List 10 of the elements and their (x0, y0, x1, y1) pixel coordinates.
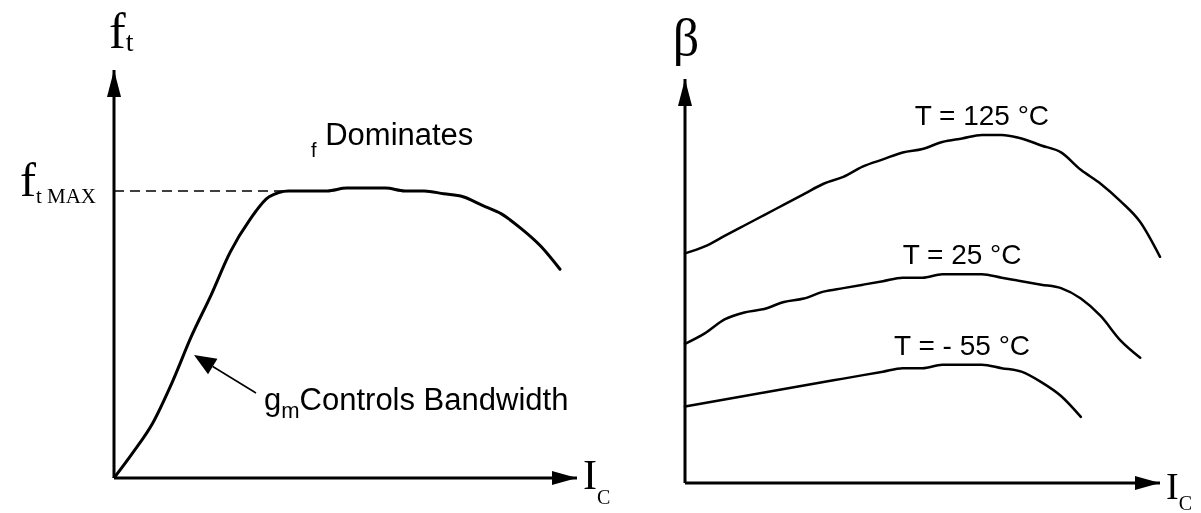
text: $_{f}$ Dominates (311, 117, 474, 161)
series-label: T = - 55 °C (894, 329, 1031, 361)
y-axis-title: β (672, 9, 700, 66)
annotation: g$_{m}$Controls Bandwidth (264, 382, 569, 423)
x-axis-title: I$_{C}$ (583, 452, 611, 508)
series-label: T = 125 °C (914, 100, 1050, 132)
series-label: T = 25 °C (902, 239, 1022, 271)
ref-line-label: f$_{t MAX}$ (19, 152, 96, 208)
x-axis-title: I$_{C}$ (1166, 465, 1192, 513)
y-axis-title: f$_{t}$ (109, 3, 134, 59)
